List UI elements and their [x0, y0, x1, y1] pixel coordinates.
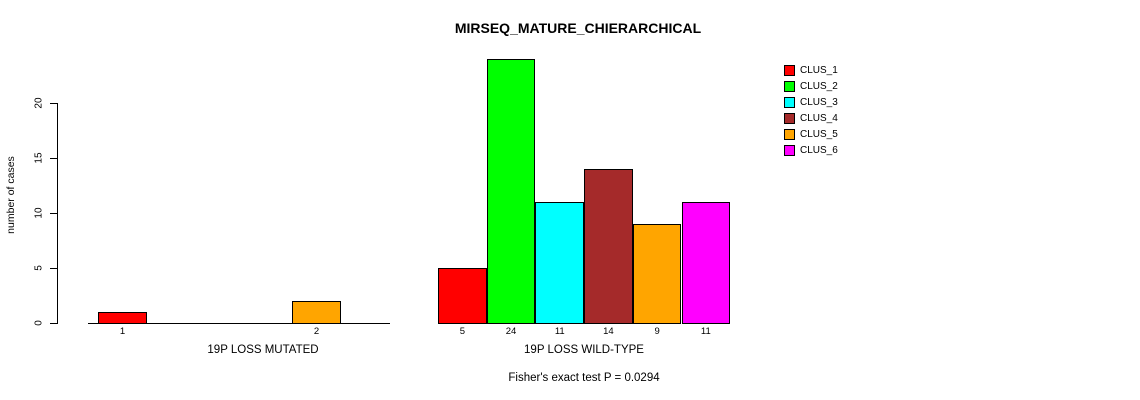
- fisher-test-footnote: Fisher's exact test P = 0.0294: [508, 372, 660, 384]
- y-tick-label: 20: [33, 97, 45, 109]
- legend-label: CLUS_5: [800, 129, 838, 140]
- y-tick: [50, 268, 57, 269]
- y-tick-label: 5: [33, 265, 45, 271]
- legend-item-CLUS_6: CLUS_6: [784, 144, 838, 157]
- bar-value-label: 14: [603, 326, 614, 337]
- y-tick-label: 10: [33, 207, 45, 219]
- bar-value-label: 5: [459, 326, 465, 337]
- bar-CLUS_6: [681, 202, 731, 324]
- x-axis-line: [88, 323, 390, 324]
- bar-CLUS_1: [438, 268, 487, 324]
- y-tick: [50, 158, 57, 159]
- bar-CLUS_5: [632, 224, 682, 324]
- legend-swatch-CLUS_6: [784, 145, 795, 156]
- bar-CLUS_4: [584, 169, 633, 324]
- y-tick: [50, 213, 57, 214]
- legend-item-CLUS_1: CLUS_1: [784, 64, 838, 77]
- bar-CLUS_3: [535, 202, 585, 324]
- bar-value-label: 11: [700, 326, 711, 337]
- legend-item-CLUS_2: CLUS_2: [784, 80, 838, 93]
- legend-label: CLUS_1: [800, 65, 838, 76]
- y-axis-label: number of cases: [5, 156, 17, 234]
- bar-CLUS_5: [292, 301, 341, 324]
- y-tick: [50, 323, 57, 324]
- y-tick: [50, 103, 57, 104]
- legend-label: CLUS_3: [800, 97, 838, 108]
- bar-CLUS_1: [98, 312, 147, 324]
- legend-swatch-CLUS_4: [784, 113, 795, 124]
- x-axis-label-wild-type: 19P LOSS WILD-TYPE: [524, 344, 644, 356]
- bar-value-label: 24: [505, 326, 517, 337]
- y-tick-label: 15: [33, 152, 45, 164]
- chart-title: MIRSEQ_MATURE_CHIERARCHICAL: [454, 20, 702, 36]
- bar-value-label: 11: [554, 326, 565, 337]
- bar-value-label: 9: [654, 326, 660, 337]
- legend-swatch-CLUS_2: [784, 81, 795, 92]
- legend-label: CLUS_4: [800, 113, 838, 124]
- y-tick-label: 0: [33, 320, 45, 326]
- legend-label: CLUS_6: [800, 145, 838, 156]
- legend-swatch-CLUS_5: [784, 129, 795, 140]
- legend-swatch-CLUS_3: [784, 97, 795, 108]
- legend-item-CLUS_5: CLUS_5: [784, 128, 838, 141]
- legend-item-CLUS_3: CLUS_3: [784, 96, 838, 109]
- bar-value-label: 1: [119, 326, 126, 337]
- legend-swatch-CLUS_1: [784, 65, 795, 76]
- legend-item-CLUS_4: CLUS_4: [784, 112, 838, 125]
- y-axis-line: [57, 103, 58, 324]
- x-axis-label-mutated: 19P LOSS MUTATED: [207, 344, 319, 356]
- bar-value-label: 2: [313, 326, 320, 337]
- legend-label: CLUS_2: [800, 81, 838, 92]
- bar-CLUS_2: [486, 59, 536, 324]
